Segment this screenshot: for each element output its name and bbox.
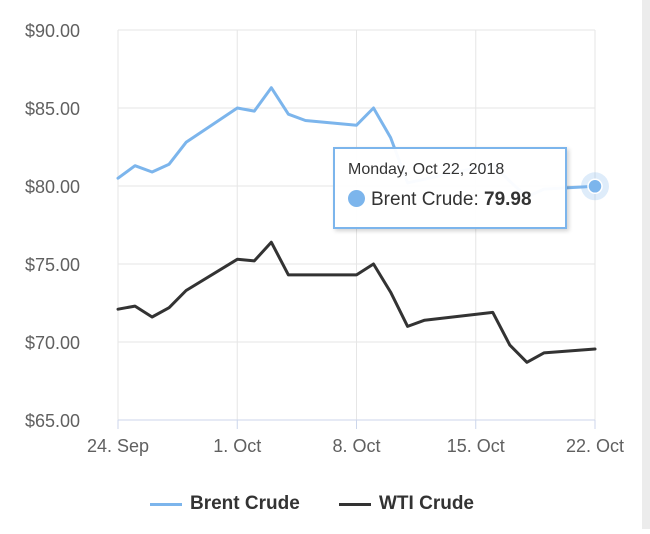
x-tick-label: 22. Oct <box>566 436 624 456</box>
tooltip: Monday, Oct 22, 2018 Brent Crude: 79.98 <box>333 147 567 229</box>
tooltip-date: Monday, Oct 22, 2018 <box>348 161 505 178</box>
hover-point <box>587 178 603 195</box>
x-axis-labels: 24. Sep 1. Oct 8. Oct 15. Oct 22. Oct <box>87 436 624 456</box>
y-tick-label: $80.00 <box>25 177 80 197</box>
tooltip-separator: : <box>473 189 479 210</box>
y-tick-label: $85.00 <box>25 99 80 119</box>
legend-label: Brent Crude <box>190 493 300 514</box>
y-tick-label: $75.00 <box>25 255 80 275</box>
tooltip-series-dot <box>348 190 365 207</box>
tooltip-row: Brent Crude: 79.98 <box>348 189 532 211</box>
scrollbar-track <box>642 0 650 529</box>
y-tick-label: $70.00 <box>25 333 80 353</box>
tooltip-value: 79.98 <box>484 189 532 210</box>
x-tick-label: 15. Oct <box>447 436 505 456</box>
x-tick-label: 1. Oct <box>213 436 261 456</box>
y-tick-label: $90.00 <box>25 21 80 41</box>
hover-markers <box>581 172 609 201</box>
tooltip-series-name: Brent Crude <box>371 189 474 210</box>
y-axis-labels: $90.00 $85.00 $80.00 $75.00 $70.00 $65.00 <box>25 21 80 431</box>
legend-swatch-brent-crude <box>150 502 182 506</box>
legend-item-brent-crude[interactable]: Brent Crude <box>150 489 300 519</box>
y-tick-label: $65.00 <box>25 411 80 431</box>
gridlines <box>117 29 596 429</box>
series-line-wti-crude <box>116 240 597 364</box>
legend-item-wti-crude[interactable]: WTI Crude <box>339 489 474 519</box>
x-tick-label: 8. Oct <box>332 436 380 456</box>
legend-swatch-wti-crude <box>339 502 371 506</box>
legend: Brent Crude WTI Crude <box>0 489 640 519</box>
legend-label: WTI Crude <box>379 493 474 514</box>
x-tick-label: 24. Sep <box>87 436 149 456</box>
